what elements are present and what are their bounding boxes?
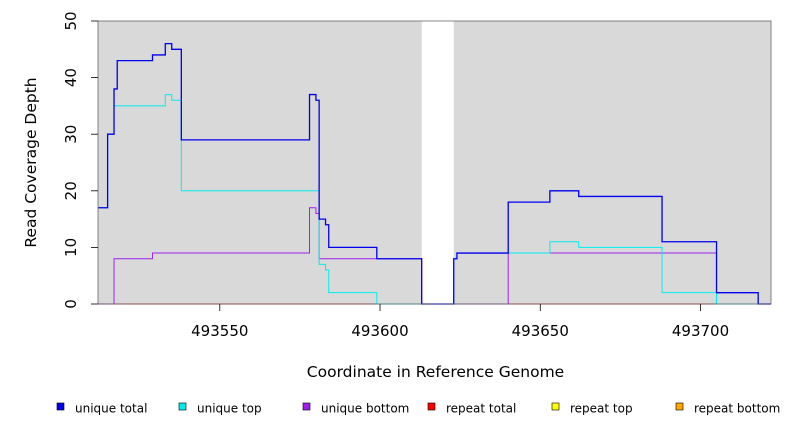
- y-tick-label: 50: [62, 11, 80, 30]
- series-line-unique-top: [98, 94, 771, 305]
- x-tick-label: 493550: [191, 322, 248, 340]
- legend-swatch-unique-bottom: [302, 402, 311, 411]
- x-axis-title: Coordinate in Reference Genome: [307, 363, 564, 381]
- y-tick-label: 0: [62, 299, 80, 309]
- y-axis: 0 10 20 30 40 50: [62, 11, 98, 309]
- legend-swatch-repeat-bottom: [675, 402, 684, 411]
- x-tick-label: 493700: [672, 322, 729, 340]
- plot-background-left: [98, 21, 422, 304]
- legend-label-repeat-total: repeat total: [446, 402, 516, 416]
- x-axis: 493550 493600 493650 493700: [191, 304, 729, 340]
- legend-label-unique-top: unique top: [197, 402, 262, 416]
- legend-swatch-unique-top: [178, 402, 187, 411]
- y-tick-label: 40: [62, 68, 80, 87]
- plot-background-right: [453, 21, 771, 304]
- y-tick-label: 20: [62, 181, 80, 200]
- legend-swatch-repeat-total: [427, 402, 436, 411]
- legend-label-repeat-top: repeat top: [570, 402, 633, 416]
- y-tick-label: 10: [62, 238, 80, 257]
- legend-label-unique-bottom: unique bottom: [321, 402, 409, 416]
- y-axis-title: Read Coverage Depth: [22, 77, 40, 247]
- x-tick-label: 493650: [512, 322, 569, 340]
- y-tick-label: 30: [62, 125, 80, 144]
- series-line-unique-total: [98, 42, 771, 305]
- plot-frame: [97, 20, 772, 305]
- legend-label-repeat-bottom: repeat bottom: [694, 402, 780, 416]
- x-tick-label: 493600: [351, 322, 408, 340]
- legend-swatch-repeat-top: [551, 402, 560, 411]
- legend: unique total unique top unique bottom repea…: [56, 402, 780, 416]
- legend-swatch-unique-total: [56, 402, 65, 411]
- legend-label-unique-total: unique total: [75, 402, 147, 416]
